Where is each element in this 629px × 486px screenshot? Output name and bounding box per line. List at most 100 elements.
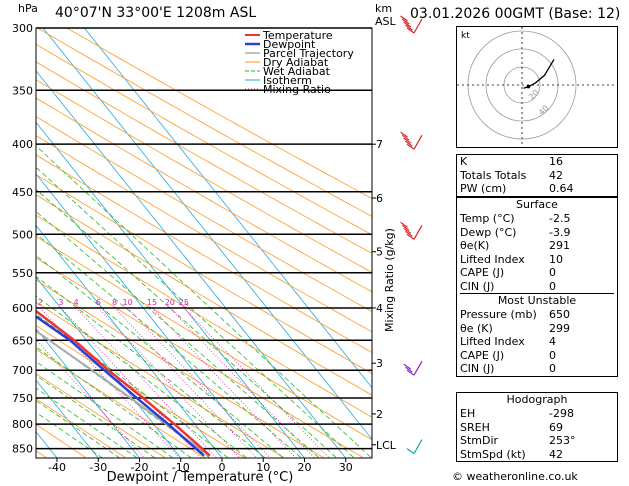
wind-barb-flag (403, 137, 412, 144)
section-title: Most Unstable (497, 294, 577, 307)
wind-barb-flag (405, 24, 413, 31)
wet-adiabat (36, 211, 320, 458)
hodograph-trace (523, 59, 555, 89)
row-value: 291 (549, 239, 570, 252)
dry-adiabat (36, 398, 127, 458)
table-row: StmSpd (kt) 42 (457, 448, 617, 462)
table-row: EH -298 (457, 407, 617, 421)
dewpoint-line (36, 315, 205, 457)
copyright: © weatheronline.co.uk (452, 470, 578, 483)
isotherm (36, 224, 223, 458)
wind-barb-staff (413, 225, 423, 240)
row-value: 0 (549, 348, 556, 362)
wind-barb-flag (401, 18, 410, 25)
mixing-ratio-label: 6 (96, 298, 101, 307)
row-value: 42 (549, 447, 563, 461)
dry-adiabat (36, 154, 372, 354)
dry-adiabat (36, 97, 372, 293)
mixing-ratio-label: 4 (74, 298, 79, 307)
dry-adiabat (36, 194, 372, 396)
x-axis-title: Dewpoint / Temperature (°C) (107, 470, 294, 485)
section-title: Hodograph (506, 393, 568, 406)
wind-barb-flag (401, 224, 410, 231)
table-row: θe(K) 291 (457, 239, 617, 253)
wind-barb-staff (413, 18, 423, 34)
wind-barb-flag (406, 448, 415, 455)
pressure-tick-label: 850 (12, 443, 33, 456)
hodograph-ring-label: 20 (527, 88, 541, 102)
row-label: Pressure (mb) (460, 308, 537, 321)
wet-adiabat (36, 166, 355, 458)
table-row: Lifted Index 10 (457, 253, 617, 267)
wind-barb-flag (403, 363, 412, 370)
surface-most-unstable-table: Surface Temp (°C) -2.5 Dewp (°C) -3.9 θe(K) 29… (456, 197, 618, 377)
wet-adiabat (36, 254, 285, 458)
dry-adiabat (36, 325, 246, 458)
mixing-ratio-line (127, 307, 271, 458)
row-value: 42 (549, 168, 563, 182)
row-label: CIN (J) (460, 362, 495, 375)
datetime-title: 03.01.2026 00GMT (Base: 12) (410, 6, 621, 22)
legend-label: Parcel Trajectory (263, 47, 354, 60)
row-label: θe (K) (460, 321, 493, 335)
section-title: Surface (516, 198, 558, 211)
pressure-tick-label: 650 (12, 334, 33, 347)
legend-label: Wet Adiabat (263, 65, 331, 78)
indices-table: K 16 Totals Totals 42 PW (cm) 0.64 (456, 154, 618, 197)
dry-adiabat (36, 373, 167, 458)
row-label: EH (460, 407, 476, 420)
legend-label: Dry Adiabat (263, 56, 329, 69)
row-label: Dewp (°C) (460, 225, 517, 239)
row-label: Lifted Index (460, 335, 525, 348)
row-label: StmSpd (kt) (460, 447, 526, 461)
dry-adiabat (36, 61, 372, 254)
row-label: K (460, 155, 468, 168)
station-title: 40°07'N 33°00'E 1208m ASL (55, 5, 257, 21)
table-row: CAPE (J) 0 (457, 266, 617, 280)
pressure-tick-label: 600 (12, 302, 33, 315)
legend-label: Temperature (262, 29, 333, 42)
row-label: SREH (460, 420, 490, 434)
profiles (36, 309, 211, 457)
wind-barb-flag (403, 227, 412, 234)
wind-barb (400, 131, 423, 150)
legend-label: Dewpoint (263, 38, 316, 51)
pressure-tick-label: 500 (12, 228, 33, 241)
table-row: Temp (°C) -2.5 (457, 212, 617, 226)
table-row: CIN (J) 0 (457, 362, 617, 376)
wind-barb-flag (405, 140, 413, 147)
isotherm (83, 28, 372, 389)
wet-adiabat (36, 188, 338, 458)
km-tick-label: 7 (376, 138, 383, 151)
dry-adiabat (36, 28, 372, 217)
temp-tick-label: 30 (339, 461, 353, 474)
row-value: -3.9 (549, 225, 571, 239)
table-row: CAPE (J) 0 (457, 349, 617, 363)
dry-adiabat (36, 135, 372, 333)
isotherm (36, 121, 306, 458)
legend-label: Mixing Ratio (263, 83, 331, 96)
table-row: StmDir 253° (457, 434, 617, 448)
dry-adiabat (36, 302, 286, 458)
dry-adiabat (36, 348, 206, 458)
wind-barb (403, 360, 423, 376)
dry-adiabat (36, 235, 372, 441)
pressure-tick-label: 450 (12, 186, 33, 199)
hodograph-ring-label: 40 (537, 103, 551, 117)
wind-barb-staff (413, 360, 423, 376)
km-tick-label: LCL (376, 439, 397, 452)
table-row: K 16 (457, 155, 617, 169)
row-value: 253° (549, 434, 576, 447)
wind-barb-flag (400, 15, 408, 22)
wind-barb-flag (406, 27, 415, 34)
wind-barb-staff (413, 439, 423, 454)
wet-adiabat (36, 313, 229, 458)
wind-barb-flag (403, 21, 412, 28)
temp-tick-label: -20 (131, 461, 149, 474)
mixing-ratio-axis-title: Mixing Ratio (g/kg) (383, 228, 396, 332)
pressure-tick-label: 800 (12, 418, 33, 431)
temperature-line (36, 309, 211, 457)
row-value: 16 (549, 155, 563, 168)
table-row: Lifted Index 4 (457, 335, 617, 349)
